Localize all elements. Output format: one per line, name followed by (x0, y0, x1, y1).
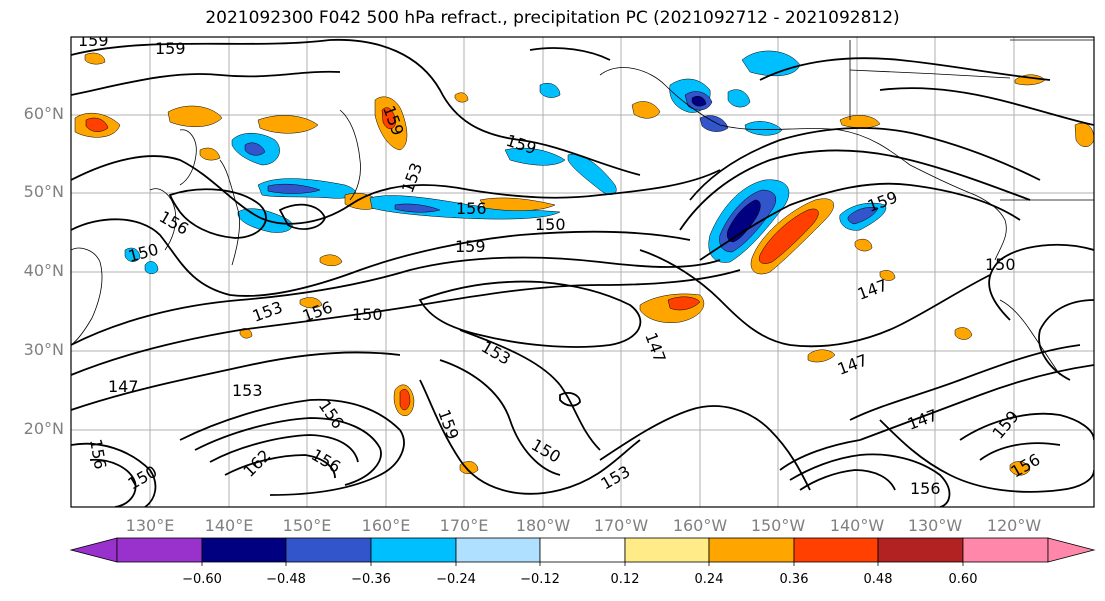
lon-label-130w: 130°W (907, 516, 963, 535)
lon-label-140e: 140°E (204, 516, 254, 535)
lon-label-170e: 170°E (439, 516, 489, 535)
contour-label: 150 (352, 305, 383, 324)
lon-label-170w: 170°W (593, 516, 649, 535)
colorbar-tick-label: −0.12 (520, 572, 560, 587)
contour-label: 153 (232, 381, 263, 400)
colorbar-tick-label: −0.48 (266, 572, 306, 587)
lat-label-40n: 40°N (23, 261, 64, 280)
colorbar-tick-label: −0.24 (436, 572, 476, 587)
lon-label-160w: 160°W (672, 516, 728, 535)
contour-label: 159 (78, 31, 109, 50)
colorbar-extend-low (69, 537, 118, 563)
lon-label-180w: 180°W (515, 516, 571, 535)
contour-label: 156 (456, 199, 487, 218)
colorbar-tick-label: −0.60 (182, 572, 222, 587)
colorbar (69, 537, 1096, 566)
contour-label: 150 (985, 255, 1016, 274)
lat-label-20n: 20°N (23, 419, 64, 438)
colorbar-tick-label: 0.48 (863, 572, 893, 587)
colorbar-extend-high (1047, 537, 1096, 563)
lat-label-60n: 60°N (23, 104, 64, 123)
map-frame (70, 36, 1095, 508)
map-title: 2021092300 F042 500 hPa refract., precip… (205, 8, 900, 28)
colorbar-tick-label: 0.36 (779, 572, 809, 587)
map-gridlines (71, 37, 1094, 507)
contour-label: 156 (910, 479, 941, 498)
contour-label: 159 (155, 39, 186, 58)
lat-label-30n: 30°N (23, 340, 64, 359)
contour-label: 147 (108, 377, 139, 396)
coastlines (71, 39, 1094, 376)
lon-label-120w: 120°W (986, 516, 1042, 535)
lon-label-150w: 150°W (750, 516, 806, 535)
colorbar-tick-label: 0.60 (948, 572, 978, 587)
lon-label-130e: 130°E (125, 516, 175, 535)
lon-label-150e: 150°E (282, 516, 332, 535)
colorbar-tick-label: −0.36 (351, 572, 391, 587)
lat-label-50n: 50°N (23, 182, 64, 201)
precipitation-shading (74, 50, 1094, 476)
colorbar-tick-label: 0.12 (610, 572, 640, 587)
refractivity-contours (71, 38, 1094, 507)
contour-label: 150 (535, 215, 566, 234)
lon-label-140w: 140°W (829, 516, 885, 535)
colorbar-tick-label: 0.24 (694, 572, 724, 587)
lon-label-160e: 160°E (361, 516, 411, 535)
contour-label: 159 (455, 237, 486, 256)
